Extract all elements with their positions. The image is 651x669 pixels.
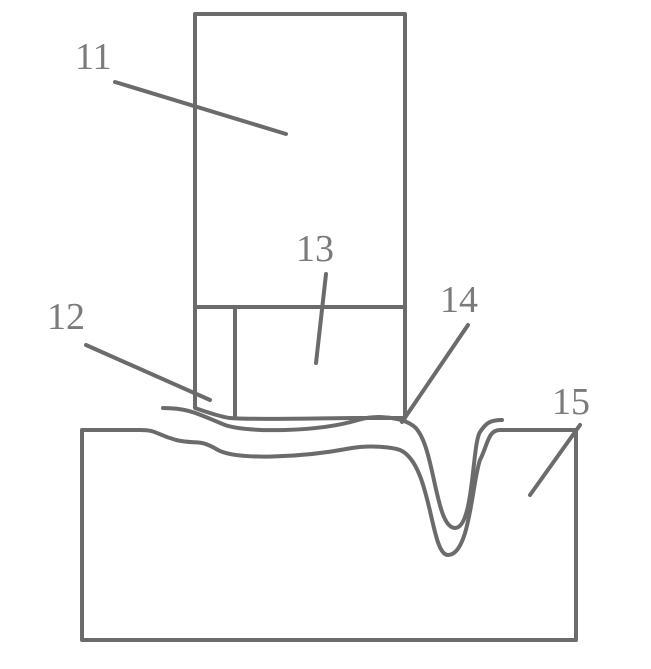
callout-label-12: 12 [47,295,85,339]
leader-line-15 [530,425,580,495]
guide-band-outline [195,307,405,419]
forming-profile-curve [163,408,502,528]
callout-label-13: 13 [296,227,334,271]
diagram-stage: 11 12 13 14 15 [0,0,651,669]
leader-line-11 [115,82,286,134]
callout-label-11: 11 [75,35,112,79]
leader-line-12 [86,345,210,400]
leader-line-14 [402,325,468,422]
callout-label-15: 15 [552,380,590,424]
mechanical-cross-section-diagram [0,0,651,669]
callout-label-14: 14 [440,278,478,322]
leader-line-13 [316,274,326,363]
die-body-outline [82,430,576,640]
